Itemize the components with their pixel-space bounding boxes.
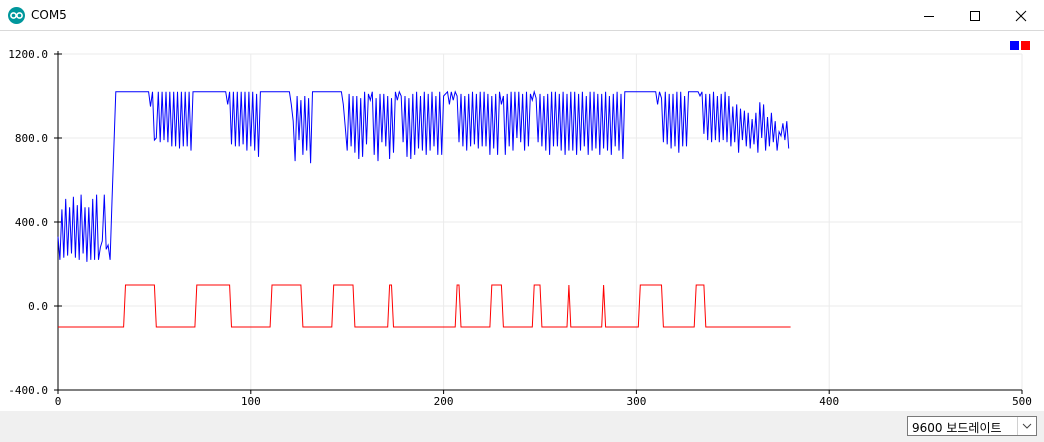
minimize-button[interactable] <box>906 0 952 31</box>
arduino-icon <box>8 7 25 24</box>
close-button[interactable] <box>998 0 1044 31</box>
series-line-2 <box>58 284 791 328</box>
maximize-icon <box>970 10 980 21</box>
x-tick-label: 0 <box>55 395 62 408</box>
x-tick-label: 500 <box>1012 395 1032 408</box>
y-tick-label: -400.0 <box>8 384 48 397</box>
x-tick-label: 400 <box>819 395 839 408</box>
chevron-down-icon <box>1017 417 1036 435</box>
x-tick-label: 100 <box>241 395 261 408</box>
footer-bar <box>0 411 1044 442</box>
minimize-icon <box>924 15 934 17</box>
baud-rate-label: 9600 보드레이트 <box>912 421 1002 435</box>
x-tick-label: 300 <box>626 395 646 408</box>
legend-swatch-2 <box>1021 41 1030 50</box>
legend-swatch-1 <box>1010 41 1019 50</box>
x-tick-label: 200 <box>434 395 454 408</box>
y-tick-label: 400.0 <box>15 216 48 229</box>
maximize-button[interactable] <box>952 0 998 31</box>
y-tick-label: 800.0 <box>15 132 48 145</box>
baud-rate-select[interactable]: 9600 보드레이트 <box>907 416 1037 436</box>
window-title: COM5 <box>31 8 67 22</box>
y-tick-label: 0.0 <box>28 300 48 313</box>
series-line-1 <box>57 89 790 262</box>
title-bar: COM5 <box>0 0 1044 31</box>
serial-plotter-chart: -400.0 0.0 400.0 800.0 1200.0 0 100 200 300 400 50… <box>8 41 1032 408</box>
close-icon <box>1015 10 1027 21</box>
y-tick-label: 1200.0 <box>8 48 48 61</box>
